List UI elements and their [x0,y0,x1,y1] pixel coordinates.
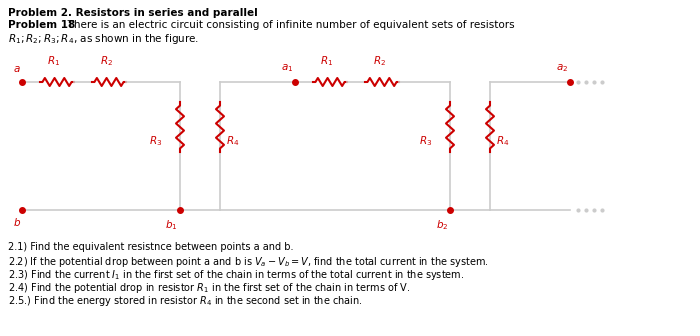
Text: 2.2) If the potential drop between point a and b is $V_a - V_b = V$, find the to: 2.2) If the potential drop between point… [8,255,489,269]
Text: Problem 18: Problem 18 [8,20,76,30]
Text: 2.1) Find the equivalent resistnce between points a and b.: 2.1) Find the equivalent resistnce betwe… [8,242,293,252]
Text: 2.5.) Find the energy stored in resistor $R_4$ in the second set in the chain.: 2.5.) Find the energy stored in resistor… [8,294,363,308]
Text: $R_4$: $R_4$ [226,134,239,148]
Text: $b_2$: $b_2$ [435,218,448,232]
Text: 2.3) Find the current $I_1$ in the first set of the chain in terms of the total : 2.3) Find the current $I_1$ in the first… [8,268,464,282]
Text: 2.4) Find the potential drop in resistor $R_1$ in the first set of the chain in : 2.4) Find the potential drop in resistor… [8,281,410,295]
Text: . There is an electric circuit consisting of infinite number of equivalent sets : . There is an electric circuit consistin… [61,20,514,30]
Text: $R_2$: $R_2$ [101,54,113,68]
Text: b: b [13,218,20,228]
Text: $R_1; R_2; R_3; R_4$, as shown in the figure.: $R_1; R_2; R_3; R_4$, as shown in the fi… [8,32,199,46]
Text: $R_3$: $R_3$ [419,134,432,148]
Text: $a_1$: $a_1$ [281,62,293,74]
Text: $R_3$: $R_3$ [148,134,162,148]
Text: $a_2$: $a_2$ [556,62,568,74]
Text: $R_1$: $R_1$ [321,54,334,68]
Text: $R_2$: $R_2$ [374,54,386,68]
Text: a: a [13,64,20,74]
Text: $b_1$: $b_1$ [165,218,178,232]
Text: $R_1$: $R_1$ [48,54,61,68]
Text: $R_4$: $R_4$ [496,134,510,148]
Text: Problem 2. Resistors in series and parallel: Problem 2. Resistors in series and paral… [8,8,258,18]
